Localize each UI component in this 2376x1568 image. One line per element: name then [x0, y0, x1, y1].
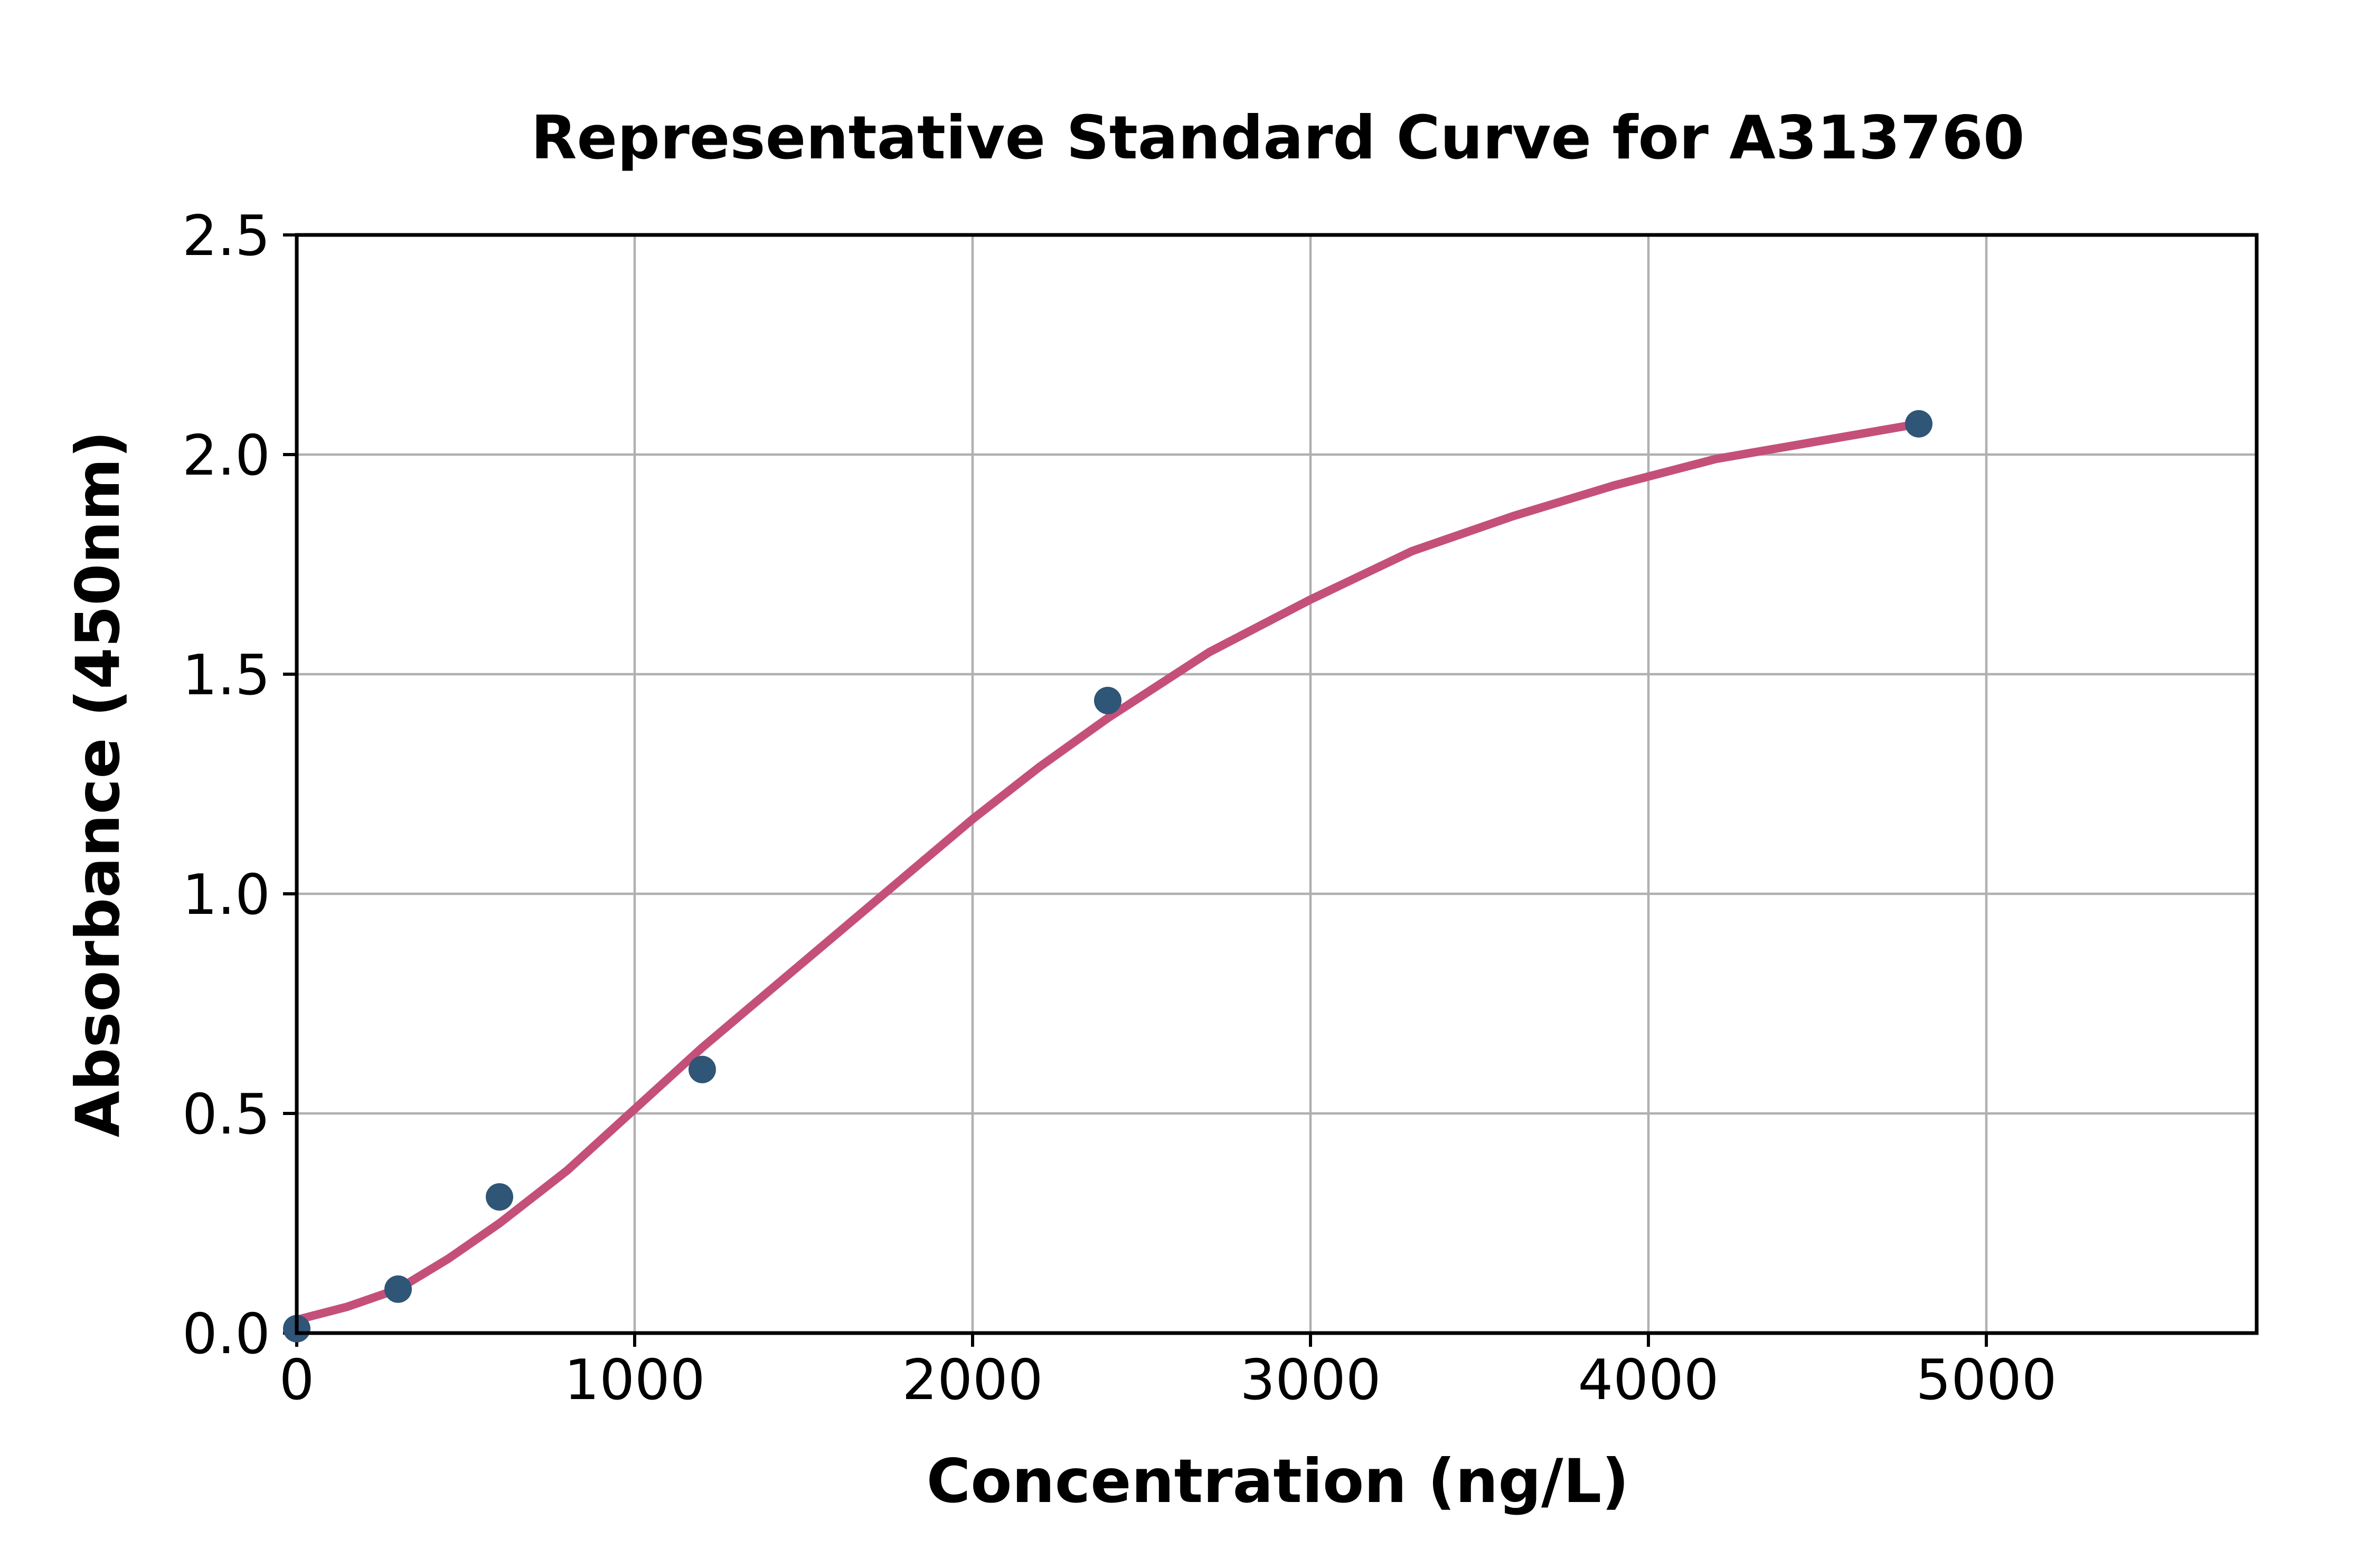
data-point [689, 1055, 716, 1083]
data-point [1905, 410, 1932, 438]
y-tick-labels: 0.0 0.5 1.0 1.5 2.0 2.5 [182, 204, 270, 1366]
data-points [283, 410, 1932, 1343]
y-tick-label: 2.0 [182, 423, 270, 488]
tick-marks [283, 233, 1988, 1347]
y-tick-label: 2.5 [182, 204, 270, 268]
y-axis-label: Absorbance (450nm) [63, 431, 133, 1138]
x-tick-label: 1000 [564, 1348, 705, 1412]
plot-border [295, 233, 2259, 1335]
fit-curve-path [293, 419, 1923, 1324]
y-tick-label: 1.0 [182, 863, 270, 927]
x-tick-label: 2000 [902, 1348, 1043, 1412]
x-tick-label: 0 [279, 1348, 315, 1412]
x-tick-label: 5000 [1916, 1348, 2057, 1412]
data-point [384, 1275, 412, 1303]
x-tick-label: 3000 [1240, 1348, 1381, 1412]
data-point [486, 1183, 513, 1211]
x-tick-label: 4000 [1578, 1348, 1719, 1412]
y-tick-label: 0.0 [182, 1302, 270, 1366]
x-axis-label: Concentration (ng/L) [927, 1446, 1629, 1516]
gridlines [297, 233, 2257, 1333]
chart-title: Representative Standard Curve for A31376… [531, 103, 2025, 173]
fit-curve [293, 419, 1923, 1324]
data-point [1094, 686, 1121, 714]
y-tick-label: 1.5 [182, 643, 270, 707]
x-tick-labels: 0 1000 2000 3000 4000 5000 [279, 1348, 2057, 1412]
y-tick-label: 0.5 [182, 1082, 270, 1147]
